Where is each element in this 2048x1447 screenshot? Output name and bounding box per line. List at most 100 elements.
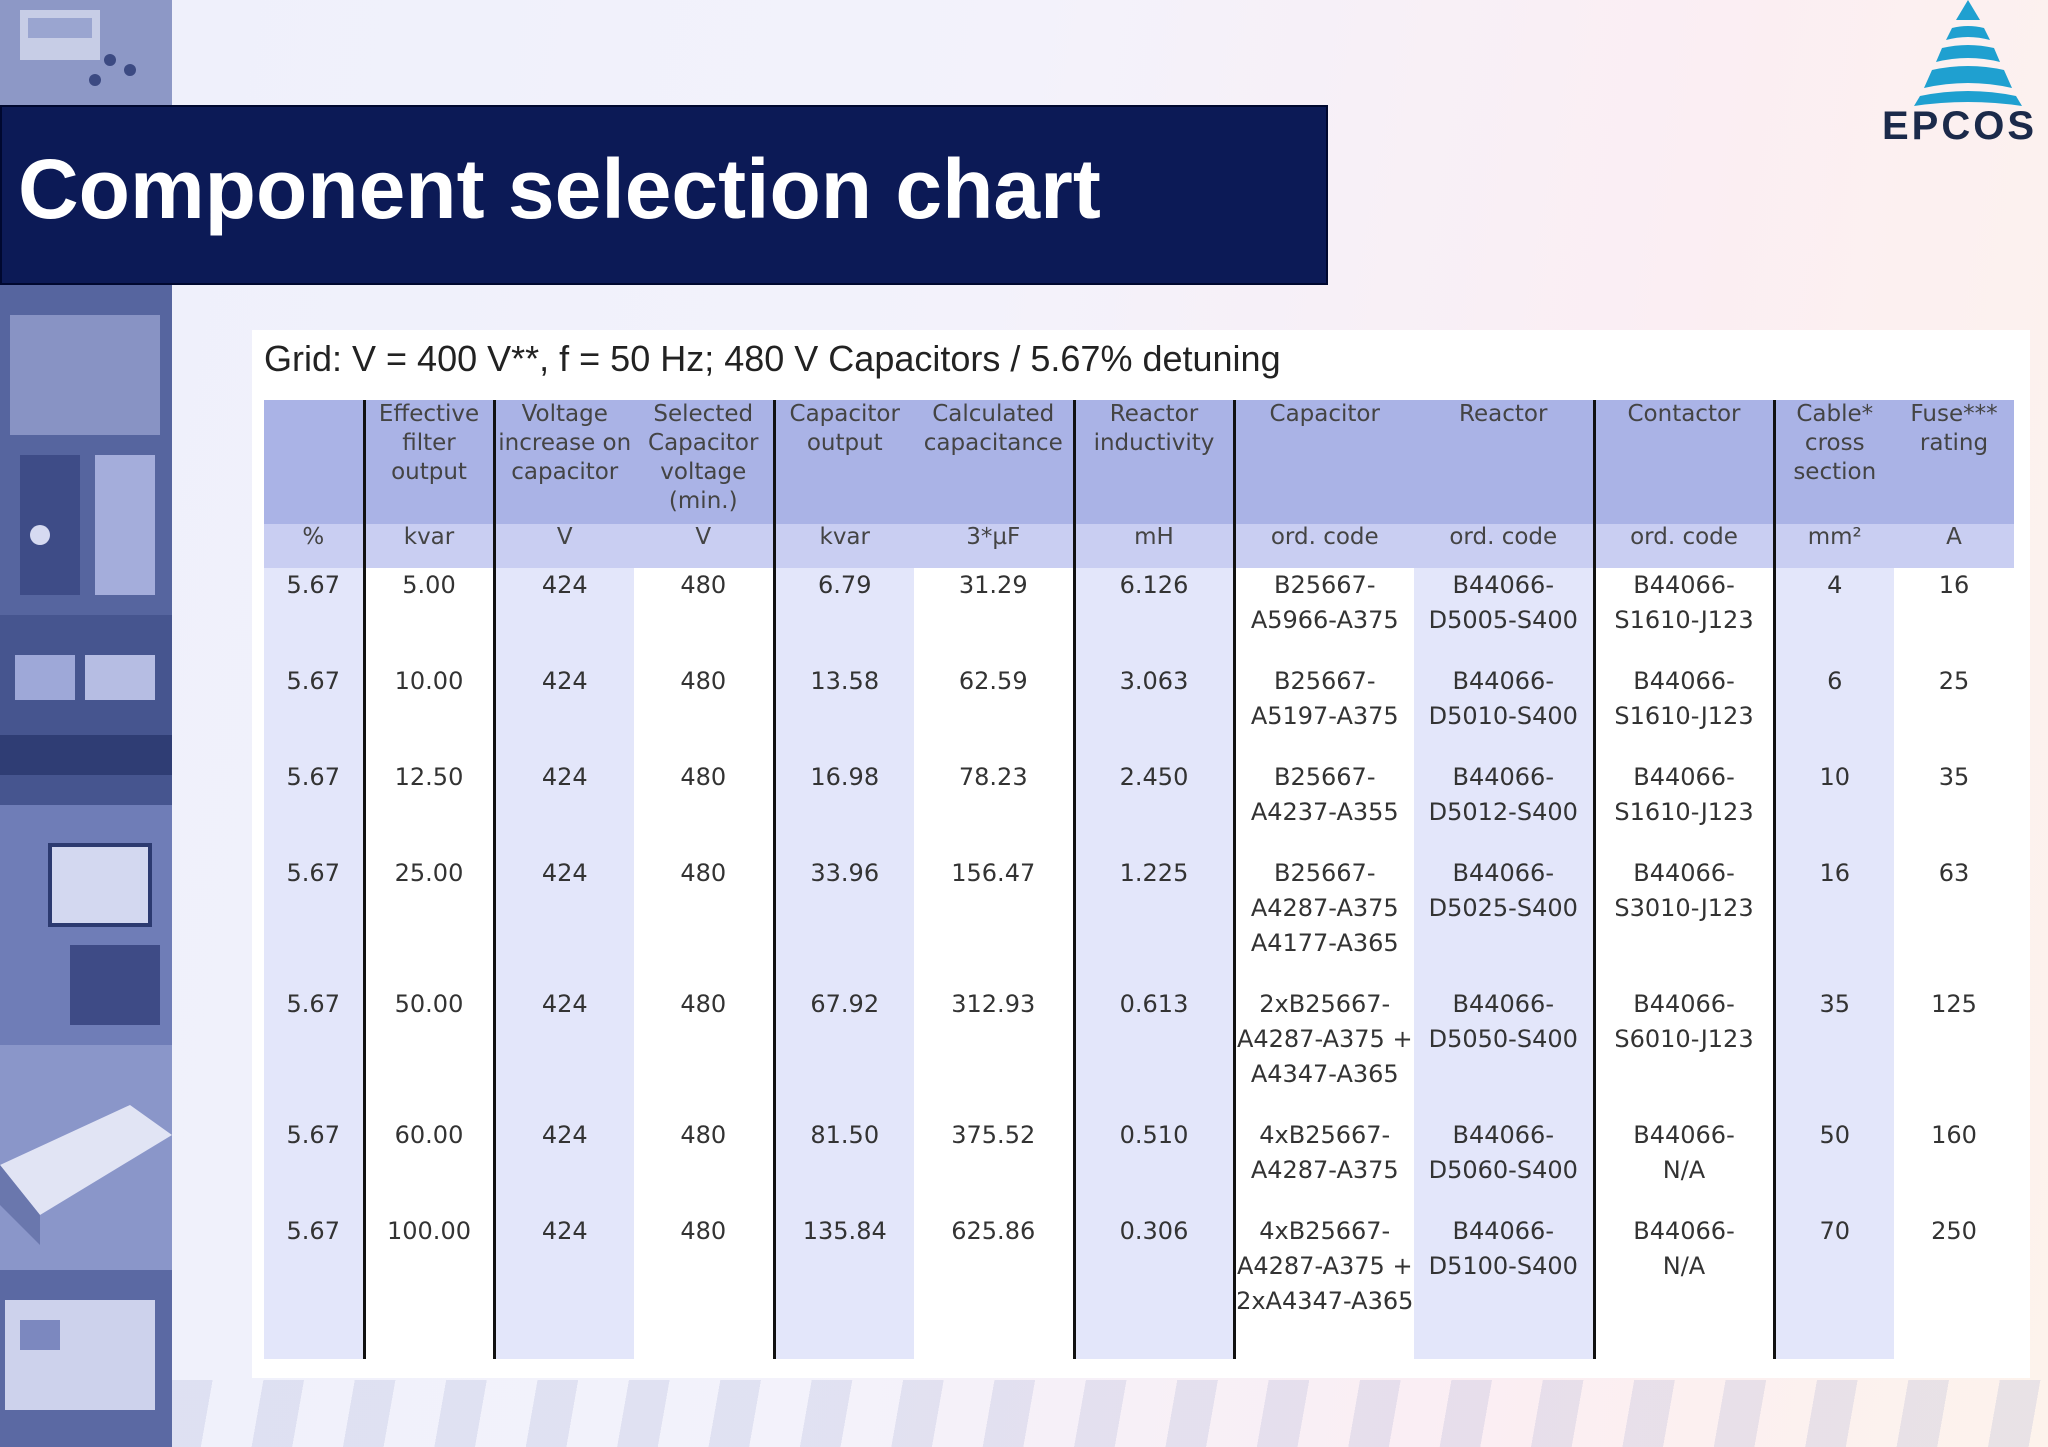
table-cell: 424 [492,856,634,987]
table-cell: B44066- D5060-S400 [1414,1118,1594,1214]
table-cell: B44066- S3010-J123 [1592,856,1774,987]
background-floor [172,1380,2048,1447]
table-cell: 78.23 [958,763,1028,791]
column-header: Calculated capacitance [914,400,1074,524]
table-cell: 625.86 [951,1217,1036,1245]
epcos-logo: EPCOS [1872,0,2048,150]
unit-header: V [492,524,634,568]
table-cell: 60.00 [362,1118,494,1214]
title-bar: Component selection chart [0,105,1328,285]
table-cell: 4 [1772,568,1894,664]
table-header-row: Effective filter output Voltage increase … [264,400,2014,524]
table-cell: 156.47 [951,859,1036,887]
table-cell: 31.29 [958,571,1028,599]
table-cell: 6.79 [772,568,914,664]
unit-header: A [1894,524,2014,568]
table-cell: 67.92 [772,987,914,1118]
unit-header: kvar [362,524,494,568]
table-row: 5.67 25.00 424 480 33.96 156.47 1.225 B25667- A… [264,856,2014,987]
column-header: Voltage increase on capacitor [492,400,634,524]
unit-header: kvar [772,524,914,568]
table-cell: 0.306 [1072,1214,1234,1359]
table-cell: B44066- S1610-J123 [1592,568,1774,664]
table-cell: 480 [680,763,727,791]
table-cell: 375.52 [951,1121,1036,1149]
table-cell: 480 [680,1121,727,1149]
table-row: 5.67 100.00 424 480 135.84 625.86 0.306 4xB2566… [264,1214,2014,1359]
table-cell: 135.84 [772,1214,914,1359]
table-cell: 81.50 [772,1118,914,1214]
table-cell: 2xB25667- A4287-A375 + A4347-A365 [1232,987,1414,1118]
table-cell: 63 [1938,859,1970,887]
table-cell: 16.98 [772,760,914,856]
column-header: Effective filter output [362,400,494,524]
table-cell: 25 [1938,667,1970,695]
table-cell: B25667- A4287-A375 A4177-A365 [1232,856,1414,987]
table-row: 5.67 10.00 424 480 13.58 62.59 3.063 B25667- A5… [264,664,2014,760]
table-cell: 6 [1772,664,1894,760]
table-cell: 5.00 [362,568,494,664]
table-cell: 100.00 [362,1214,494,1359]
table-cell: B25667- A5197-A375 [1232,664,1414,760]
table-cell: 4xB25667- A4287-A375 [1232,1118,1414,1214]
table-cell: 480 [680,667,727,695]
table-row: 5.67 60.00 424 480 81.50 375.52 0.510 4xB25667-… [264,1118,2014,1214]
table-cell: 424 [492,1118,634,1214]
column-header: Fuse*** rating [1894,400,2014,524]
table-cell: 1.225 [1072,856,1234,987]
table-cell: 16 [1938,571,1970,599]
table-cell: 10.00 [362,664,494,760]
column-header: Selected Capacitor voltage (min.) [634,400,774,524]
table-cell: 5.67 [264,1214,364,1359]
table-cell: B44066- D5025-S400 [1414,856,1594,987]
table-cell: 5.67 [264,568,364,664]
table-cell: 6.126 [1072,568,1234,664]
table-cell: B44066- D5012-S400 [1414,760,1594,856]
column-header [264,400,364,524]
table-cell: 424 [492,664,634,760]
keypad-photo [0,0,172,108]
table-body: 5.67 5.00 424 480 6.79 31.29 6.126 B25667- A596… [264,568,2014,1359]
column-header: Cable* cross section [1772,400,1894,524]
table-cell: B44066- S1610-J123 [1592,760,1774,856]
table-cell: 250 [1931,1217,1977,1245]
table-cell: 480 [680,571,727,599]
table-cell: 480 [680,1217,727,1245]
epcos-logo-mark [1914,0,2022,106]
component-selection-table: Effective filter output Voltage increase … [264,400,2014,1359]
unit-header: mm² [1772,524,1894,568]
monitor-photo [0,805,172,1048]
table-cell: 4xB25667- A4287-A375 + 2xA4347-A365 [1232,1214,1414,1359]
table-cell: 480 [680,859,727,887]
table-cell: 5.67 [264,664,364,760]
table-cell: 424 [492,760,634,856]
table-cell: 35 [1938,763,1970,791]
page-title: Component selection chart [18,142,1101,236]
column-header: Capacitor output [772,400,914,524]
table-cell: 3.063 [1072,664,1234,760]
unit-header: 3*µF [914,524,1074,568]
logo-text: EPCOS [1882,104,2038,148]
table-row: 5.67 12.50 424 480 16.98 78.23 2.450 B25667- A4… [264,760,2014,856]
table-cell: 33.96 [772,856,914,987]
table-row: 5.67 5.00 424 480 6.79 31.29 6.126 B25667- A596… [264,568,2014,664]
table-cell: B44066- D5100-S400 [1414,1214,1594,1359]
table-cell: B44066- N/A [1592,1118,1774,1214]
column-header: Reactor [1414,400,1594,524]
table-cell: B44066- D5010-S400 [1414,664,1594,760]
selection-table-panel: Grid: V = 400 V**, f = 50 Hz; 480 V Capa… [252,330,2030,1378]
table-cell: B44066- S6010-J123 [1592,987,1774,1118]
table-row: 5.67 50.00 424 480 67.92 312.93 0.613 2xB25667-… [264,987,2014,1118]
column-header: Contactor [1592,400,1774,524]
table-cell: 16 [1772,856,1894,987]
table-cell: 424 [492,987,634,1118]
device-photo [0,1045,172,1273]
unit-header: ord. code [1232,524,1414,568]
table-cell: B44066- D5050-S400 [1414,987,1594,1118]
table-cell: 5.67 [264,1118,364,1214]
table-cell: B44066- D5005-S400 [1414,568,1594,664]
table-cell: 10 [1772,760,1894,856]
table-cell: 50.00 [362,987,494,1118]
table-cell: 424 [492,1214,634,1359]
control-panel-photo [0,285,172,618]
